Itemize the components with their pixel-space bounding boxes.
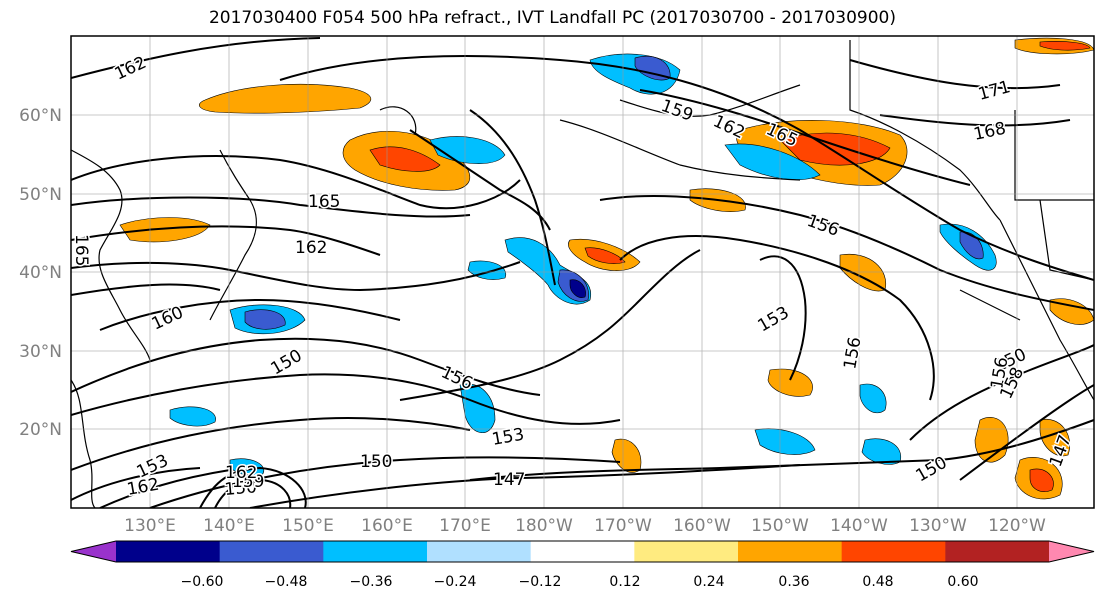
contour-label: 162	[225, 463, 257, 483]
colorbar-tick-label: 0.24	[693, 574, 724, 590]
colorbar-segment	[530, 541, 635, 562]
lon-label: 160°W	[673, 516, 731, 536]
colorbar-extend-low	[71, 541, 116, 562]
latitude-labels: 60°N 50°N 40°N 30°N 20°N	[19, 106, 62, 440]
contour-label: 150	[224, 477, 258, 500]
colorbar-tick-label: −0.60	[181, 574, 224, 590]
colorbar-segment	[841, 541, 946, 562]
map-title: 2017030400 F054 500 hPa refract., IVT La…	[208, 8, 896, 28]
lat-label: 40°N	[19, 263, 62, 283]
colorbar-tick-label: 0.60	[947, 574, 978, 590]
colorbar-tick-label: −0.24	[434, 574, 477, 590]
lon-label: 130°E	[124, 516, 176, 536]
contour-label: 147	[493, 470, 525, 490]
lat-label: 20°N	[19, 420, 62, 440]
colorbar-tick-label: 0.48	[862, 574, 893, 590]
colorbar-segment	[219, 541, 324, 562]
contour-label: 159	[232, 472, 264, 492]
contour-label: 150	[360, 452, 392, 472]
lon-label: 140°W	[830, 516, 888, 536]
contour-lines	[71, 37, 1094, 508]
lon-label: 170°E	[439, 516, 491, 536]
lat-label: 60°N	[19, 106, 62, 126]
lon-label: 120°W	[988, 516, 1046, 536]
colorbar-segment	[116, 541, 221, 562]
contour-label: 162	[295, 238, 327, 258]
colorbar-segment	[427, 541, 532, 562]
longitude-labels: 130°E 140°E 150°E 160°E 170°E 180°W 170°…	[124, 516, 1046, 536]
colorbar-segment	[634, 541, 739, 562]
lat-label: 50°N	[19, 185, 62, 205]
colorbar-tick-labels: −0.60 −0.48 −0.36 −0.24 −0.12 0.12 0.24 …	[181, 574, 979, 590]
shaded-fields	[119, 37, 1094, 500]
contour-label: 165	[308, 192, 340, 212]
lon-label: 170°W	[594, 516, 652, 536]
colorbar-outline	[70, 540, 1095, 563]
colorbar-segment	[323, 541, 428, 562]
lon-label: 140°E	[203, 516, 255, 536]
colorbar-tick-label: 0.12	[609, 574, 640, 590]
colorbar-tick-label: −0.12	[519, 574, 562, 590]
lon-label: 130°W	[909, 516, 967, 536]
contour-label: 165	[71, 234, 91, 266]
lat-label: 30°N	[19, 342, 62, 362]
colorbar	[70, 540, 1095, 563]
lon-label: 180°W	[515, 516, 573, 536]
lon-label: 150°E	[282, 516, 334, 536]
colorbar-tick-label: −0.48	[265, 574, 308, 590]
colorbar-segment	[738, 541, 843, 562]
colorbar-extend-high	[1049, 541, 1094, 562]
gridlines	[71, 36, 1094, 508]
colorbar-tick-label: 0.36	[778, 574, 809, 590]
lon-label: 160°E	[361, 516, 413, 536]
colorbar-tick-label: −0.36	[350, 574, 393, 590]
colorbar-segment	[945, 541, 1050, 562]
contour-label: 156	[840, 335, 865, 370]
map-frame	[70, 35, 1095, 509]
lon-label: 150°W	[751, 516, 809, 536]
